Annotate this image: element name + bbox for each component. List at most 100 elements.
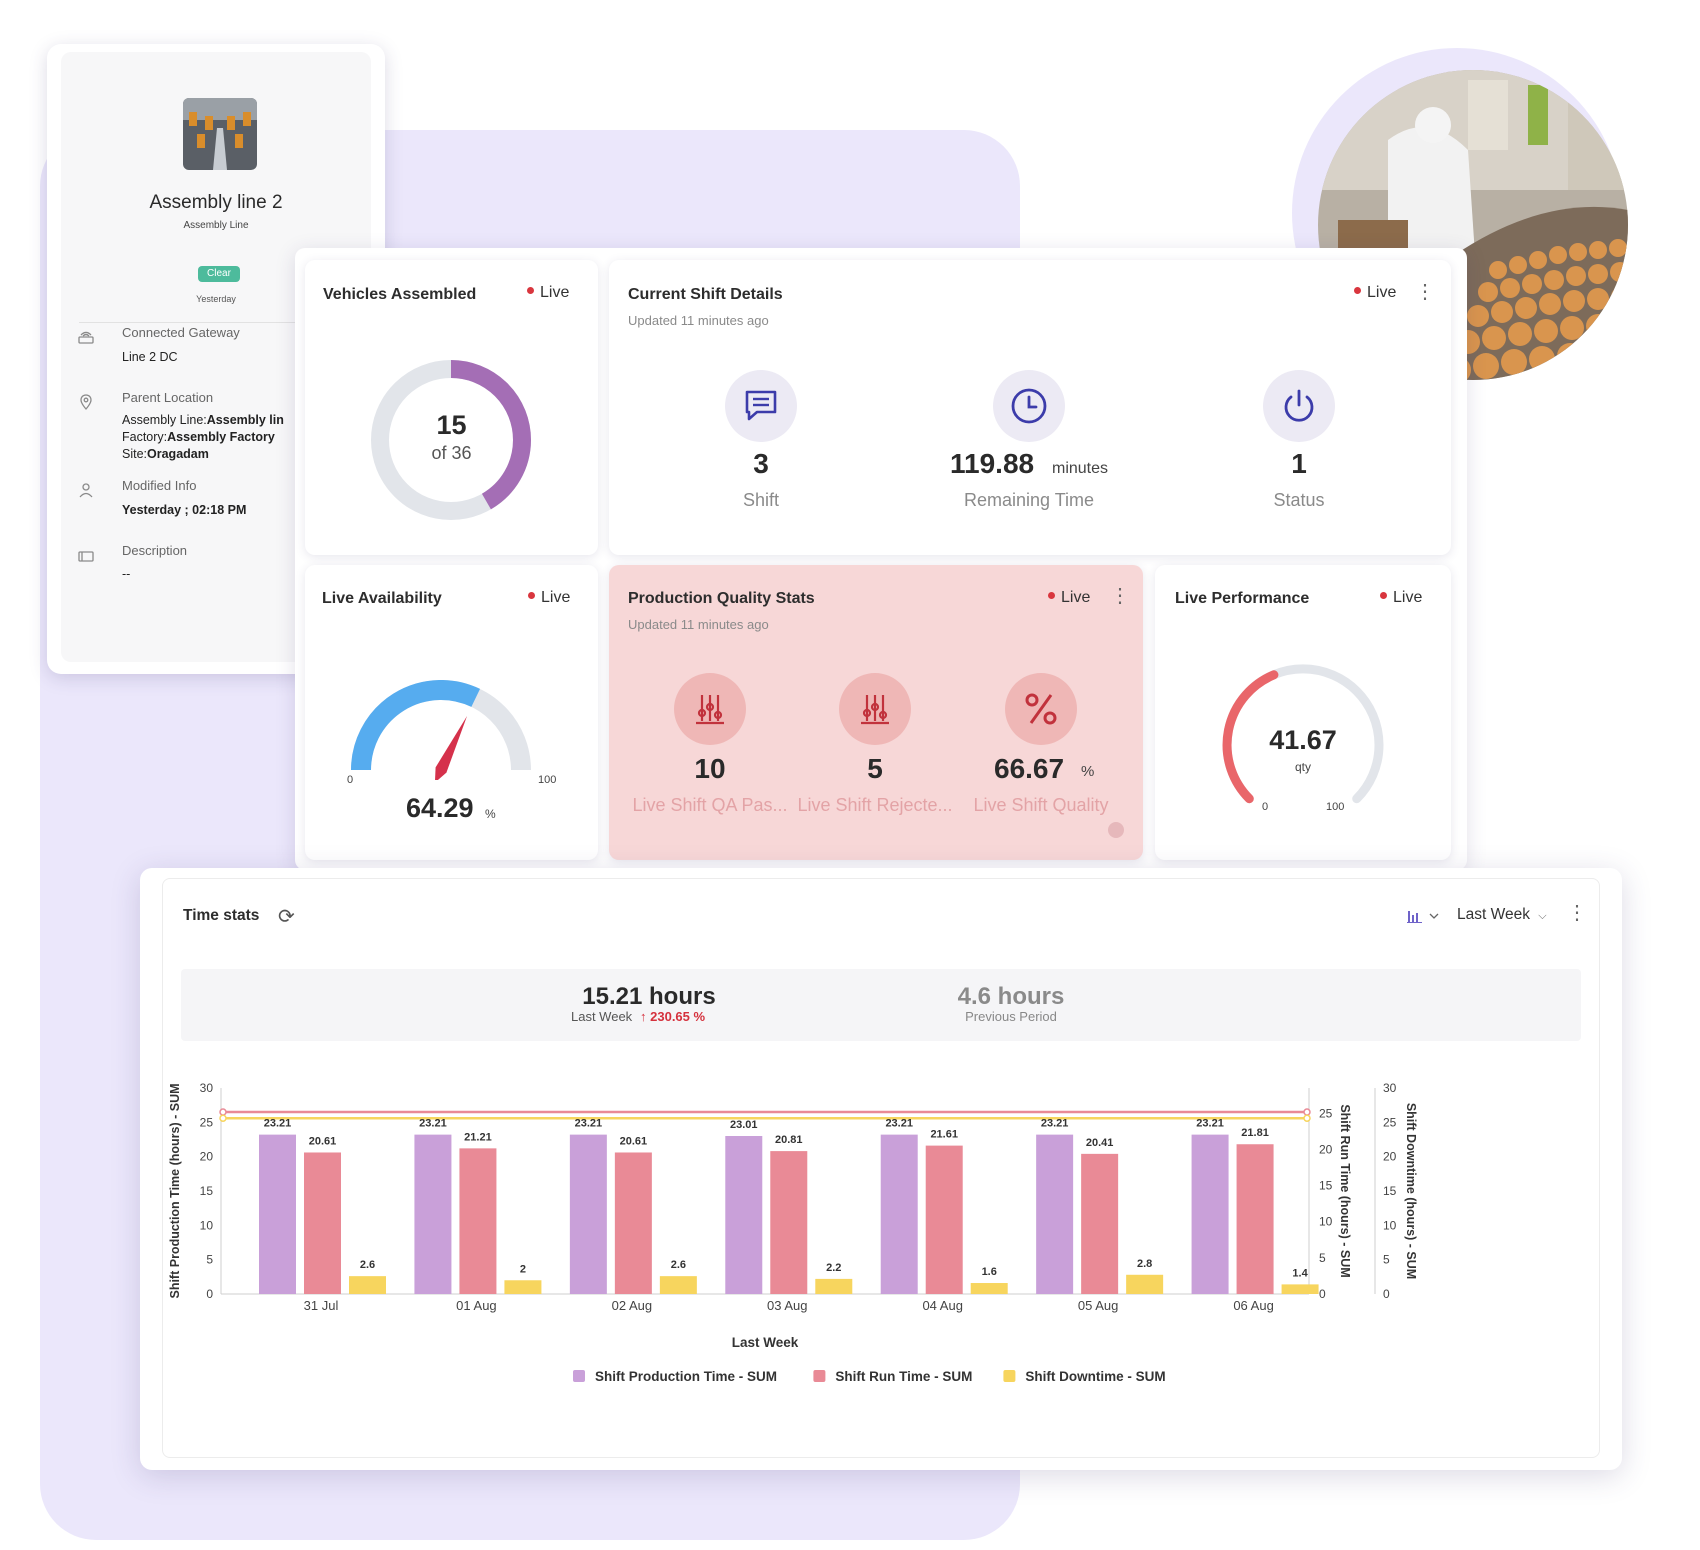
period-select[interactable]: Last Week ⌵: [1457, 906, 1547, 923]
performance-title: Live Performance: [1175, 590, 1310, 607]
y-right-tick-label: 15: [1319, 1179, 1333, 1193]
y-right-tick-label: 0: [1319, 1287, 1326, 1301]
live-indicator: Live: [1380, 589, 1422, 607]
gauge-needle: [435, 715, 468, 780]
modified-label: Modified Info: [122, 478, 197, 493]
y-right-tick-label: 20: [1319, 1142, 1333, 1156]
bar-data-label: 2.6: [671, 1259, 686, 1271]
gauge-value-arc: [1222, 670, 1279, 804]
shift-updated: Updated 11 minutes ago: [628, 313, 769, 328]
bar: [1081, 1153, 1119, 1294]
bar-data-label: 2.6: [360, 1259, 375, 1271]
x-tick-label: 05 Aug: [1078, 1298, 1119, 1313]
previous-period-label: Previous Period: [965, 1009, 1057, 1024]
bar: [725, 1135, 763, 1294]
current-period-label: Last Week: [571, 1009, 633, 1024]
y-axis-title-right-2: Shift Downtime (hours) - SUM: [1404, 1103, 1418, 1279]
x-tick-label: 31 Jul: [304, 1298, 339, 1313]
y-tick-label: 10: [200, 1218, 214, 1232]
status-label: Status: [1273, 490, 1325, 510]
y-right2-tick-label: 20: [1383, 1150, 1397, 1164]
vehicles-donut: [371, 360, 531, 520]
bar: [815, 1278, 853, 1294]
bar: [504, 1280, 542, 1294]
availability-title: Live Availability: [322, 590, 442, 607]
x-tick-label: 01 Aug: [456, 1298, 497, 1313]
y-tick-label: 25: [200, 1115, 214, 1129]
bar-data-label: 23.21: [1196, 1118, 1224, 1130]
bar: [925, 1145, 963, 1294]
gauge-max: 100: [538, 774, 557, 786]
bar-data-label: 1.4: [1292, 1267, 1308, 1279]
y-right2-tick-label: 15: [1383, 1184, 1397, 1198]
x-tick-label: 02 Aug: [612, 1298, 653, 1313]
vehicles-total: of 36: [431, 443, 472, 463]
more-options-icon[interactable]: ⋮: [1415, 281, 1435, 303]
clock-icon: [993, 370, 1065, 442]
device-thumbnail: [183, 98, 257, 170]
more-options-icon[interactable]: ⋮: [1567, 902, 1587, 924]
x-tick-label: 03 Aug: [767, 1298, 808, 1313]
location-line-3: Site:Oragadam: [122, 447, 209, 461]
bar: [880, 1134, 918, 1294]
bar-data-label: 20.41: [1086, 1137, 1114, 1149]
bar: [1036, 1134, 1074, 1294]
legend-swatch: [1003, 1370, 1016, 1382]
location-label: Parent Location: [122, 390, 214, 405]
gateway-icon: [77, 328, 95, 346]
quality-updated: Updated 11 minutes ago: [628, 617, 769, 632]
bar-data-label: 1.6: [982, 1266, 997, 1278]
y-right2-tick-label: 25: [1383, 1115, 1397, 1129]
bar-data-label: 20.81: [775, 1134, 803, 1146]
quality-value: 66.67: [994, 753, 1065, 784]
x-axis-title: Last Week: [732, 1335, 799, 1350]
reference-marker: [1303, 1108, 1311, 1116]
legend-swatch: [813, 1370, 826, 1382]
percent-icon: [1005, 673, 1077, 745]
bar-data-label: 23.21: [575, 1118, 603, 1130]
quality-label: Live Shift Quality: [973, 795, 1109, 815]
bar-data-label: 2: [520, 1263, 526, 1275]
live-indicator: Live: [1354, 284, 1396, 302]
abacus-icon: [839, 673, 911, 745]
chat-icon: [725, 370, 797, 442]
palette-icon[interactable]: [1108, 822, 1124, 838]
bar-data-label: 23.21: [419, 1118, 447, 1130]
availability-gauge: [351, 680, 531, 780]
bar: [569, 1134, 607, 1294]
performance-unit: qty: [1294, 760, 1311, 774]
bar-data-label: 23.21: [1041, 1118, 1069, 1130]
bar: [1191, 1134, 1229, 1294]
live-indicator: Live: [527, 284, 569, 302]
user-icon: [77, 481, 95, 499]
more-options-icon[interactable]: ⋮: [1110, 585, 1130, 607]
status-badge: Clear: [198, 266, 240, 282]
summary-strip: 15.21 hours Last Week ↑ 230.65 % 4.6 hou…: [181, 969, 1581, 1041]
chart-type-icon[interactable]: [1406, 908, 1442, 929]
bar: [349, 1276, 386, 1294]
y-tick-label: 5: [206, 1253, 213, 1267]
y-right-tick-label: 5: [1319, 1251, 1326, 1265]
rejected-value: 5: [867, 753, 883, 784]
bar-data-label: 23.21: [264, 1118, 292, 1130]
bar-data-label: 20.61: [309, 1135, 337, 1147]
availability-unit: %: [485, 807, 496, 821]
rejected-label: Live Shift Rejecte...: [797, 795, 953, 815]
gateway-value: Line 2 DC: [122, 350, 178, 364]
y-right2-tick-label: 0: [1383, 1287, 1390, 1301]
performance-value: 41.67: [1269, 725, 1337, 755]
status-time: Yesterday: [196, 294, 236, 304]
gateway-label: Connected Gateway: [122, 325, 240, 340]
x-tick-label: 04 Aug: [922, 1298, 963, 1313]
legend-swatch: [573, 1370, 585, 1382]
vehicles-title: Vehicles Assembled: [323, 286, 477, 303]
shift-title: Current Shift Details: [628, 286, 783, 303]
quality-title: Production Quality Stats: [628, 590, 815, 607]
bar: [1281, 1284, 1319, 1294]
refresh-icon[interactable]: ⟳: [278, 906, 295, 928]
quality-unit: %: [1081, 763, 1095, 780]
bar-data-label: 23.21: [885, 1118, 913, 1130]
time-stats-card: Time stats ⟳ Last Week ⌵ ⋮ 15.21 hours L…: [140, 868, 1622, 1470]
bar-data-label: 2.2: [826, 1262, 841, 1274]
description-value: --: [122, 567, 131, 581]
